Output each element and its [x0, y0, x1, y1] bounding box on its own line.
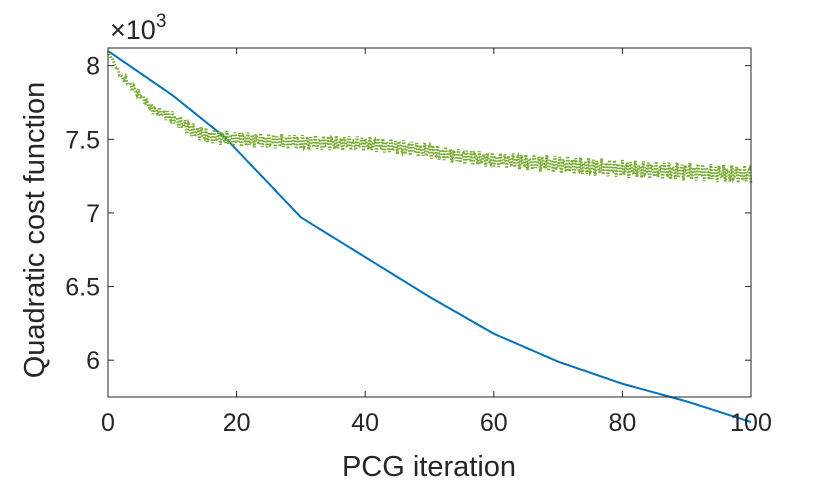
plot-frame	[107, 47, 752, 398]
x-tick-label: 0	[101, 409, 115, 437]
y-exponent-power: 3	[156, 11, 167, 32]
x-tick-label: 40	[351, 409, 379, 437]
y-tick-label: 6.5	[65, 274, 100, 302]
series-layer	[106, 50, 753, 423]
y-axis-title: Quadratic cost function	[19, 82, 51, 379]
y-tick-label: 6	[86, 347, 100, 375]
series-line-blue	[107, 50, 752, 423]
series-line-green	[106, 50, 753, 184]
x-axis-title: PCG iteration	[342, 451, 516, 483]
y-exponent-base: ×10	[110, 15, 156, 45]
y-tick-label: 7	[86, 200, 100, 228]
x-tick-label: 60	[480, 409, 508, 437]
y-exponent-label: ×103	[110, 11, 166, 45]
x-tick-label: 20	[223, 409, 251, 437]
x-tick-label: 80	[608, 409, 636, 437]
y-tick-label: 8	[86, 53, 100, 81]
y-tick-label: 7.5	[65, 126, 100, 154]
plot-background	[108, 48, 751, 397]
x-tick-label: 100	[730, 409, 772, 437]
tick-layer: 0 20 40 60 80 100 6 6.5 7 7.5 8	[65, 48, 772, 437]
